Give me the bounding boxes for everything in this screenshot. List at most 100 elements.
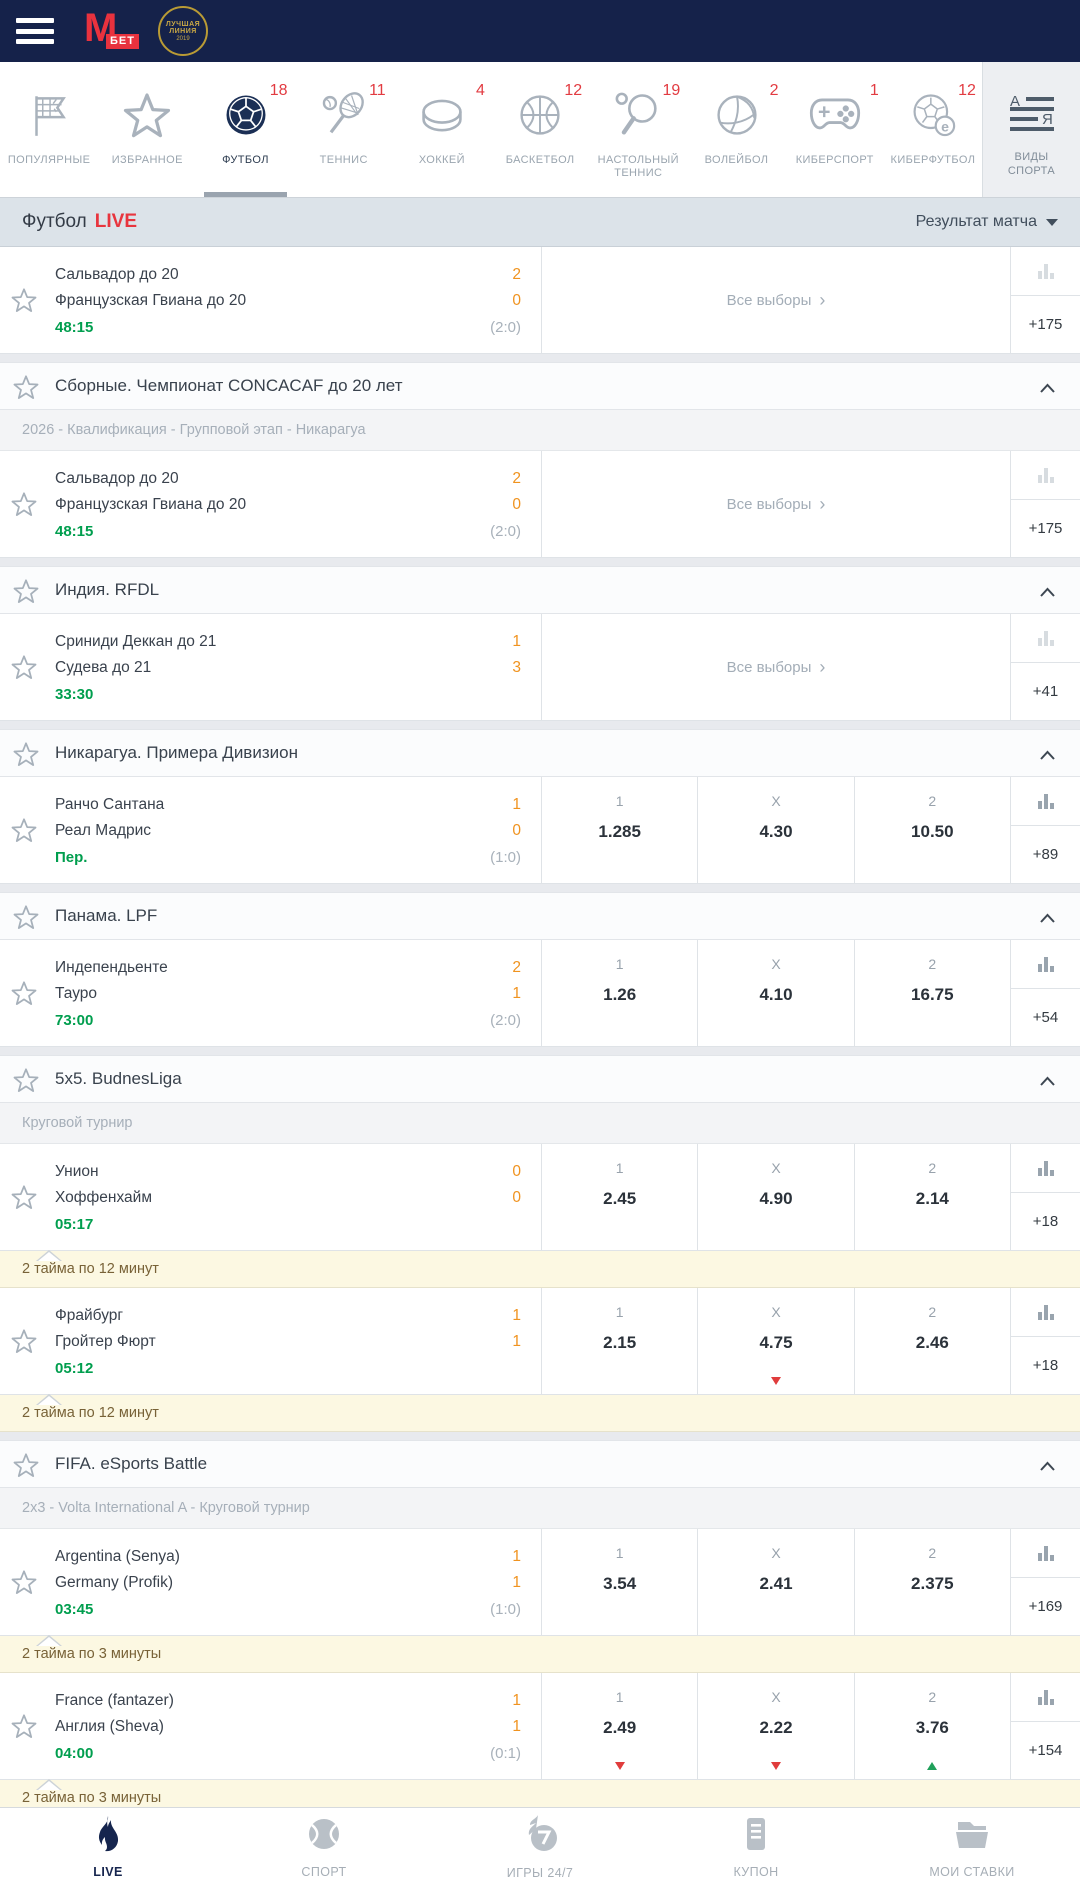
more-markets-count[interactable]: +18 bbox=[1032, 1357, 1059, 1374]
bottom-nav-мои-ставки[interactable]: МОИ СТАВКИ bbox=[864, 1808, 1080, 1884]
statistics-button[interactable] bbox=[1011, 614, 1080, 663]
league-header[interactable]: FIFA. eSports Battle bbox=[0, 1440, 1080, 1488]
sport-tab-3[interactable]: 18 ФУТБОЛ bbox=[196, 62, 294, 197]
collapse-chevron-icon[interactable] bbox=[1039, 381, 1056, 399]
odds-cell-x[interactable]: X 4.90 bbox=[697, 1144, 853, 1250]
score-home: 2 bbox=[512, 959, 521, 976]
odds-cell-x[interactable]: X 4.75 bbox=[697, 1288, 853, 1394]
favorite-star-icon[interactable] bbox=[12, 740, 40, 773]
all-picks-link[interactable]: Все выборы › bbox=[542, 614, 1010, 720]
more-markets-count[interactable]: +41 bbox=[1032, 683, 1059, 700]
league-header[interactable]: Никарагуа. Примера Дивизион bbox=[0, 729, 1080, 777]
odds-cell-2[interactable]: 2 2.375 bbox=[853, 1529, 1010, 1635]
statistics-button[interactable] bbox=[1011, 940, 1080, 989]
sports-az-menu[interactable]: А Я ВИДЫ СПОРТА bbox=[982, 62, 1080, 197]
more-markets-count[interactable]: +169 bbox=[1028, 1598, 1063, 1615]
sport-tab-2[interactable]: ИЗБРАННОЕ bbox=[98, 62, 196, 197]
favorite-star-icon[interactable] bbox=[12, 1066, 40, 1099]
favorite-star-icon[interactable] bbox=[10, 653, 38, 686]
favorite-star-icon[interactable] bbox=[10, 490, 38, 523]
favorite-star-icon[interactable] bbox=[10, 979, 38, 1012]
hamburger-menu-icon[interactable] bbox=[16, 18, 54, 44]
team-home: Сальвадор до 20 bbox=[55, 266, 179, 283]
odds-cell-2[interactable]: 2 2.46 bbox=[853, 1288, 1010, 1394]
sport-tab-1[interactable]: ПОПУЛЯРНЫЕ bbox=[0, 62, 98, 197]
odds-cell-x[interactable]: X 4.10 bbox=[697, 940, 853, 1046]
match-info[interactable]: Argentina (Senya) 1 Germany (Profik) 1 0… bbox=[0, 1529, 541, 1635]
league-header[interactable]: 5x5. BudnesLiga bbox=[0, 1055, 1080, 1103]
bottom-nav-купон[interactable]: КУПОН bbox=[648, 1808, 864, 1884]
sport-tab-7[interactable]: 19 НАСТОЛЬНЫЙ ТЕННИС bbox=[589, 62, 687, 197]
match-info[interactable]: Унион 0 Хоффенхайм 0 05:17 bbox=[0, 1144, 541, 1250]
match-info[interactable]: Сальвадор до 20 2 Французская Гвиана до … bbox=[0, 451, 541, 557]
league-header[interactable]: Панама. LPF bbox=[0, 892, 1080, 940]
score-away: 0 bbox=[512, 292, 521, 309]
statistics-button[interactable] bbox=[1011, 777, 1080, 826]
league-header[interactable]: Индия. RFDL bbox=[0, 566, 1080, 614]
more-markets-count[interactable]: +54 bbox=[1032, 1009, 1059, 1026]
sport-tab-6[interactable]: 12 БАСКЕТБОЛ bbox=[491, 62, 589, 197]
favorite-star-icon[interactable] bbox=[12, 373, 40, 406]
odds-cell-2[interactable]: 2 2.14 bbox=[853, 1144, 1010, 1250]
market-selector-dropdown[interactable]: Результат матча bbox=[916, 213, 1058, 231]
more-markets-count[interactable]: +154 bbox=[1028, 1742, 1063, 1759]
statistics-button[interactable] bbox=[1011, 1288, 1080, 1337]
favorite-star-icon[interactable] bbox=[12, 577, 40, 610]
more-markets-count[interactable]: +175 bbox=[1028, 520, 1063, 537]
favorite-star-icon[interactable] bbox=[10, 1183, 38, 1216]
sport-tab-9[interactable]: 1 КИБЕРСПОРТ bbox=[786, 62, 884, 197]
match-info[interactable]: Фрайбург 1 Гройтер Фюрт 1 05:12 bbox=[0, 1288, 541, 1394]
league-title: 5x5. BudnesLiga bbox=[55, 1069, 182, 1088]
bottom-nav-спорт[interactable]: СПОРТ bbox=[216, 1808, 432, 1884]
live-count-badge: 1 bbox=[869, 82, 879, 99]
more-markets-count[interactable]: +18 bbox=[1032, 1213, 1059, 1230]
collapse-chevron-icon[interactable] bbox=[1039, 1459, 1056, 1477]
collapse-chevron-icon[interactable] bbox=[1039, 911, 1056, 929]
odds-cell-x[interactable]: X 2.41 bbox=[697, 1529, 853, 1635]
odds-cell-1[interactable]: 1 1.285 bbox=[542, 777, 697, 883]
sport-tab-5[interactable]: 4 ХОККЕЙ bbox=[393, 62, 491, 197]
collapse-chevron-icon[interactable] bbox=[1039, 748, 1056, 766]
brand-logo[interactable]: М БЕТ bbox=[84, 8, 144, 54]
odds-cell-2[interactable]: 2 3.76 bbox=[853, 1673, 1010, 1779]
odds-cell-1[interactable]: 1 2.45 bbox=[542, 1144, 697, 1250]
odds-cell-2[interactable]: 2 10.50 bbox=[853, 777, 1010, 883]
odds-cell-x[interactable]: X 2.22 bbox=[697, 1673, 853, 1779]
favorite-star-icon[interactable] bbox=[10, 1712, 38, 1745]
more-markets-count[interactable]: +175 bbox=[1028, 316, 1063, 333]
odds-cell-x[interactable]: X 4.30 bbox=[697, 777, 853, 883]
favorite-star-icon[interactable] bbox=[12, 903, 40, 936]
odds-cell-1[interactable]: 1 3.54 bbox=[542, 1529, 697, 1635]
favorite-star-icon[interactable] bbox=[10, 1568, 38, 1601]
favorite-star-icon[interactable] bbox=[12, 1451, 40, 1484]
favorite-star-icon[interactable] bbox=[10, 1327, 38, 1360]
odds-cell-1[interactable]: 1 2.49 bbox=[542, 1673, 697, 1779]
odds-cell-1[interactable]: 1 1.26 bbox=[542, 940, 697, 1046]
bottom-nav-label: LIVE bbox=[93, 1864, 123, 1879]
bottom-nav-игры-24-7[interactable]: ИГРЫ 24/7 bbox=[432, 1808, 648, 1884]
statistics-button[interactable] bbox=[1011, 451, 1080, 500]
sport-tab-8[interactable]: 2 ВОЛЕЙБОЛ bbox=[687, 62, 785, 197]
odds-cell-1[interactable]: 1 2.15 bbox=[542, 1288, 697, 1394]
more-markets-count[interactable]: +89 bbox=[1032, 846, 1059, 863]
league-header[interactable]: Сборные. Чемпионат CONCACAF до 20 лет bbox=[0, 362, 1080, 410]
all-picks-link[interactable]: Все выборы › bbox=[542, 247, 1010, 353]
statistics-button[interactable] bbox=[1011, 1673, 1080, 1722]
match-info[interactable]: France (fantazer) 1 Англия (Sheva) 1 04:… bbox=[0, 1673, 541, 1779]
statistics-button[interactable] bbox=[1011, 247, 1080, 296]
statistics-button[interactable] bbox=[1011, 1529, 1080, 1578]
match-info[interactable]: Индепендьенте 2 Тауро 1 73:00 (2:0) bbox=[0, 940, 541, 1046]
sport-tab-10[interactable]: e 12 КИБЕРФУТБОЛ bbox=[884, 62, 982, 197]
favorite-star-icon[interactable] bbox=[10, 816, 38, 849]
collapse-chevron-icon[interactable] bbox=[1039, 1074, 1056, 1092]
match-info[interactable]: Ранчо Сантана 1 Реал Мадрис 0 Пер. (1:0) bbox=[0, 777, 541, 883]
match-info[interactable]: Сриниди Деккан до 21 1 Судева до 21 3 33… bbox=[0, 614, 541, 720]
statistics-button[interactable] bbox=[1011, 1144, 1080, 1193]
sport-tab-4[interactable]: 11 ТЕННИС bbox=[295, 62, 393, 197]
all-picks-link[interactable]: Все выборы › bbox=[542, 451, 1010, 557]
collapse-chevron-icon[interactable] bbox=[1039, 585, 1056, 603]
odds-cell-2[interactable]: 2 16.75 bbox=[853, 940, 1010, 1046]
favorite-star-icon[interactable] bbox=[10, 286, 38, 319]
match-info[interactable]: Сальвадор до 20 2 Французская Гвиана до … bbox=[0, 247, 541, 353]
bottom-nav-live[interactable]: LIVE bbox=[0, 1808, 216, 1884]
